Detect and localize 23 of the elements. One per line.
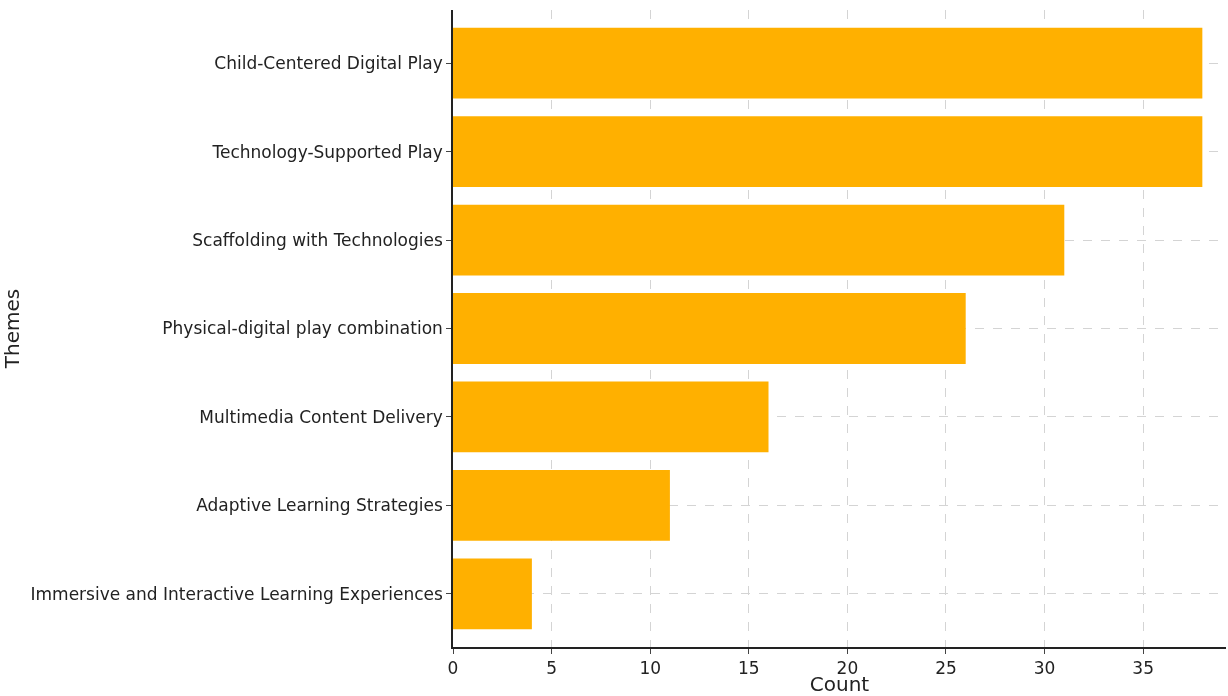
bar xyxy=(453,204,1065,276)
y-axis-title: Themes xyxy=(0,288,24,370)
y-tick-label: Physical-digital play combination xyxy=(162,318,443,339)
bar xyxy=(453,470,670,541)
x-tick-label: 35 xyxy=(1132,658,1154,679)
bar xyxy=(453,293,966,364)
bar xyxy=(453,558,532,630)
x-tick-label: 15 xyxy=(737,658,760,679)
y-tick-label: Adaptive Learning Strategies xyxy=(196,495,443,516)
y-tick-label: Immersive and Interactive Learning Experiences xyxy=(30,583,443,604)
x-tick-label: 20 xyxy=(836,658,859,679)
x-tick-label: 5 xyxy=(546,658,558,679)
y-tick-label: Child-Centered Digital Play xyxy=(214,53,443,74)
x-tick-label: 10 xyxy=(639,658,662,679)
y-tick-label: Multimedia Content Delivery xyxy=(199,406,443,427)
y-tick-label: Technology-Supported Play xyxy=(211,141,443,162)
x-tick-label: 25 xyxy=(935,658,957,679)
x-tick-label: 0 xyxy=(447,658,459,679)
bar xyxy=(453,116,1203,187)
bar xyxy=(453,27,1203,99)
x-tick-label: 30 xyxy=(1033,658,1056,679)
bar xyxy=(453,381,769,453)
y-tick-label: Scaffolding with Technologies xyxy=(192,229,443,250)
